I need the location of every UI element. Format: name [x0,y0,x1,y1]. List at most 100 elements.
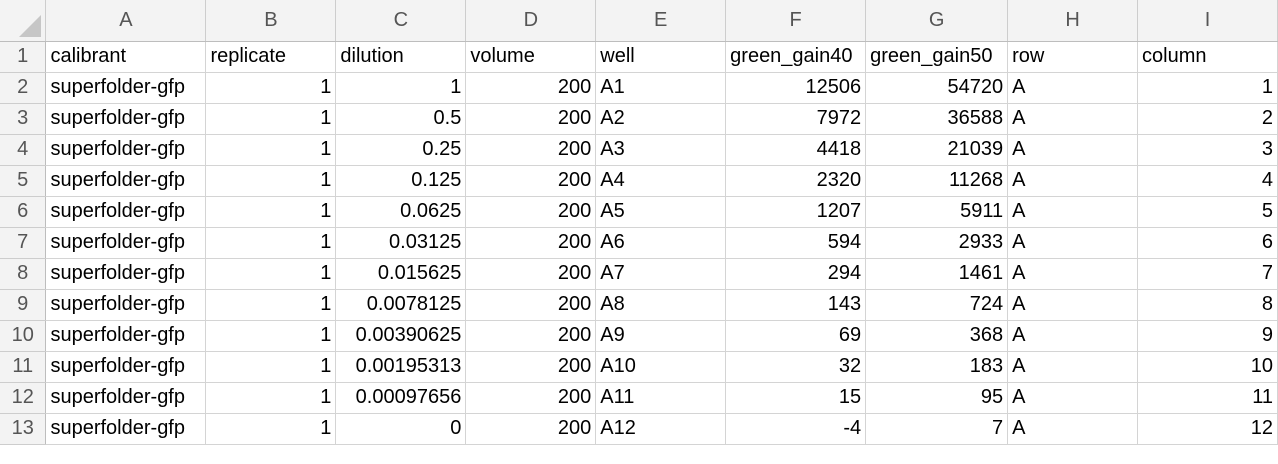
cell-g9[interactable]: 724 [865,289,1009,321]
cell-h7[interactable]: A [1007,227,1139,259]
cell-a3[interactable]: superfolder-gfp [45,103,207,135]
cell-f4[interactable]: 4418 [725,134,867,166]
cell-a11[interactable]: superfolder-gfp [45,351,207,383]
select-all-corner[interactable] [0,0,47,42]
cell-h10[interactable]: A [1007,320,1139,352]
cell-e11[interactable]: A10 [595,351,727,383]
cell-a4[interactable]: superfolder-gfp [45,134,207,166]
cell-i9[interactable]: 8 [1137,289,1278,321]
cell-g1[interactable]: green_gain50 [865,41,1009,73]
cell-d7[interactable]: 200 [465,227,597,259]
cell-c1[interactable]: dilution [335,41,467,73]
cell-f3[interactable]: 7972 [725,103,867,135]
cell-c4[interactable]: 0.25 [335,134,467,166]
column-header-h[interactable]: H [1007,0,1139,42]
cell-c12[interactable]: 0.00097656 [335,382,467,414]
cell-e6[interactable]: A5 [595,196,727,228]
cell-f13[interactable]: -4 [725,413,867,445]
cell-a9[interactable]: superfolder-gfp [45,289,207,321]
cell-d5[interactable]: 200 [465,165,597,197]
cell-b13[interactable]: 1 [205,413,337,445]
cell-d1[interactable]: volume [465,41,597,73]
cell-h13[interactable]: A [1007,413,1139,445]
cell-b11[interactable]: 1 [205,351,337,383]
row-header-1[interactable]: 1 [0,41,47,73]
cell-e13[interactable]: A12 [595,413,727,445]
cell-b2[interactable]: 1 [205,72,337,104]
cell-a7[interactable]: superfolder-gfp [45,227,207,259]
cell-a12[interactable]: superfolder-gfp [45,382,207,414]
cell-c5[interactable]: 0.125 [335,165,467,197]
cell-i5[interactable]: 4 [1137,165,1278,197]
cell-d3[interactable]: 200 [465,103,597,135]
cell-a6[interactable]: superfolder-gfp [45,196,207,228]
cell-b6[interactable]: 1 [205,196,337,228]
row-header-8[interactable]: 8 [0,258,47,290]
cell-i12[interactable]: 11 [1137,382,1278,414]
row-header-11[interactable]: 11 [0,351,47,383]
cell-b3[interactable]: 1 [205,103,337,135]
cell-b7[interactable]: 1 [205,227,337,259]
cell-f2[interactable]: 12506 [725,72,867,104]
column-header-a[interactable]: A [45,0,207,42]
cell-h12[interactable]: A [1007,382,1139,414]
cell-d13[interactable]: 200 [465,413,597,445]
cell-b12[interactable]: 1 [205,382,337,414]
cell-d2[interactable]: 200 [465,72,597,104]
cell-i7[interactable]: 6 [1137,227,1278,259]
cell-f11[interactable]: 32 [725,351,867,383]
cell-i8[interactable]: 7 [1137,258,1278,290]
cell-i6[interactable]: 5 [1137,196,1278,228]
cell-e12[interactable]: A11 [595,382,727,414]
column-header-i[interactable]: I [1137,0,1278,42]
cell-e9[interactable]: A8 [595,289,727,321]
cell-g3[interactable]: 36588 [865,103,1009,135]
row-header-13[interactable]: 13 [0,413,47,445]
row-header-5[interactable]: 5 [0,165,47,197]
cell-h9[interactable]: A [1007,289,1139,321]
cell-e10[interactable]: A9 [595,320,727,352]
cell-b1[interactable]: replicate [205,41,337,73]
cell-i3[interactable]: 2 [1137,103,1278,135]
cell-h2[interactable]: A [1007,72,1139,104]
cell-h11[interactable]: A [1007,351,1139,383]
cell-a13[interactable]: superfolder-gfp [45,413,207,445]
cell-g12[interactable]: 95 [865,382,1009,414]
cell-d6[interactable]: 200 [465,196,597,228]
cell-e7[interactable]: A6 [595,227,727,259]
cell-i1[interactable]: column [1137,41,1278,73]
cell-g13[interactable]: 7 [865,413,1009,445]
cell-i11[interactable]: 10 [1137,351,1278,383]
cell-i4[interactable]: 3 [1137,134,1278,166]
cell-e1[interactable]: well [595,41,727,73]
cell-d10[interactable]: 200 [465,320,597,352]
cell-f5[interactable]: 2320 [725,165,867,197]
cell-c10[interactable]: 0.00390625 [335,320,467,352]
column-header-e[interactable]: E [595,0,727,42]
column-header-b[interactable]: B [205,0,337,42]
cell-b10[interactable]: 1 [205,320,337,352]
cell-d9[interactable]: 200 [465,289,597,321]
cell-b8[interactable]: 1 [205,258,337,290]
cell-f7[interactable]: 594 [725,227,867,259]
cell-d4[interactable]: 200 [465,134,597,166]
column-header-d[interactable]: D [465,0,597,42]
row-header-12[interactable]: 12 [0,382,47,414]
cell-f10[interactable]: 69 [725,320,867,352]
cell-f9[interactable]: 143 [725,289,867,321]
cell-i13[interactable]: 12 [1137,413,1278,445]
cell-a1[interactable]: calibrant [45,41,207,73]
cell-b4[interactable]: 1 [205,134,337,166]
column-header-c[interactable]: C [335,0,467,42]
cell-b5[interactable]: 1 [205,165,337,197]
cell-f8[interactable]: 294 [725,258,867,290]
cell-g8[interactable]: 1461 [865,258,1009,290]
cell-g11[interactable]: 183 [865,351,1009,383]
cell-c2[interactable]: 1 [335,72,467,104]
cell-d11[interactable]: 200 [465,351,597,383]
cell-d8[interactable]: 200 [465,258,597,290]
cell-g4[interactable]: 21039 [865,134,1009,166]
cell-i10[interactable]: 9 [1137,320,1278,352]
cell-f12[interactable]: 15 [725,382,867,414]
cell-e8[interactable]: A7 [595,258,727,290]
